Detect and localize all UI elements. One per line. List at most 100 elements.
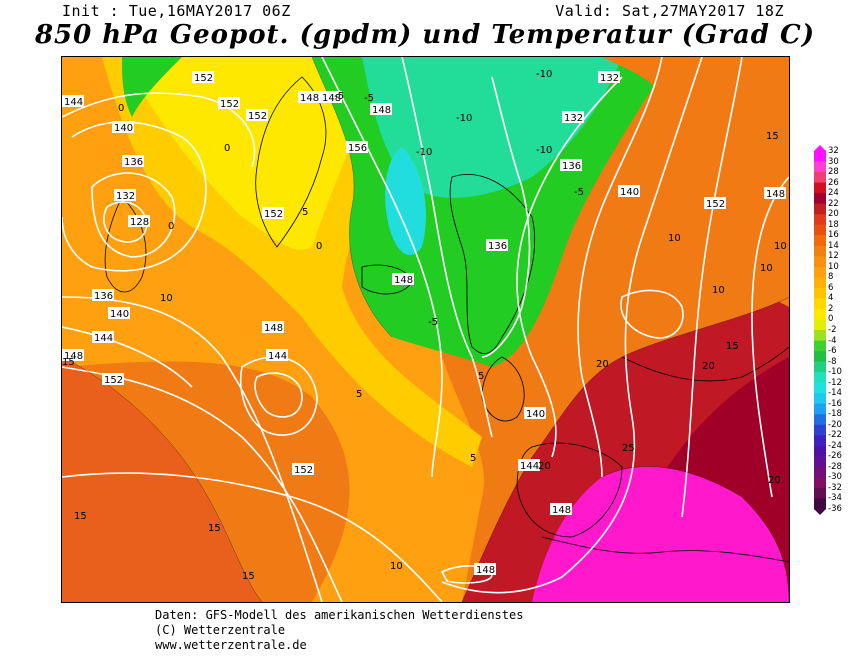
temp-label: -10 (416, 147, 432, 158)
temp-label: -5 (334, 91, 344, 102)
field-cyan (385, 147, 426, 256)
scale-tick-label: -22 (828, 430, 842, 441)
geopot-label: 152 (194, 73, 213, 84)
temp-label: 15 (74, 511, 87, 522)
scale-swatch (814, 319, 826, 331)
scale-bottom-arrow (814, 509, 826, 515)
valid-time: Valid: Sat,27MAY2017 18Z (555, 2, 784, 20)
geopot-label: 148 (552, 505, 571, 516)
scale-tick-label: 2 (828, 303, 834, 314)
temp-label: 25 (622, 443, 635, 454)
scale-swatch (814, 487, 826, 499)
temp-label: 5 (470, 453, 476, 464)
scale-swatch (814, 498, 826, 510)
field-cyan-green (362, 57, 622, 198)
geopot-label: 148 (264, 323, 283, 334)
temp-label: 0 (168, 221, 174, 232)
field-yellow (122, 57, 392, 250)
temp-label: 20 (596, 359, 609, 370)
temp-label: 5 (356, 389, 362, 400)
map-canvas: 152 148 152 152 148 156 152 144 140 136 … (62, 57, 789, 602)
scale-tick-label: 0 (828, 314, 834, 325)
scale-swatch (814, 414, 826, 426)
geopot-label: 136 (124, 157, 143, 168)
temp-label: -5 (574, 187, 584, 198)
scale-swatch (814, 424, 826, 436)
weather-map: 152 148 152 152 148 156 152 144 140 136 … (61, 56, 790, 603)
scale-tick-label: -12 (828, 377, 842, 388)
scale-swatch (814, 403, 826, 415)
scale-tick-label: -18 (828, 409, 842, 420)
geopot-label: 136 (562, 161, 581, 172)
scale-swatch (814, 382, 826, 394)
scale-swatch (814, 161, 826, 173)
scale-top-arrow (814, 145, 826, 151)
scale-tick-label: 28 (828, 167, 839, 178)
color-scale-bar (814, 145, 826, 515)
geopot-label: 152 (220, 99, 239, 110)
field-orange-east (482, 57, 789, 307)
britain-outline (481, 356, 525, 422)
scale-tick-label: -8 (828, 356, 837, 367)
geopot-label: 140 (620, 187, 639, 198)
scale-tick-label: 22 (828, 198, 839, 209)
temp-label: -10 (456, 113, 472, 124)
website-link[interactable]: www.wetterzentrale.de (155, 638, 307, 652)
temp-label: 10 (774, 241, 787, 252)
scale-tick-label: -20 (828, 419, 842, 430)
geopot-label: 140 (114, 123, 133, 134)
geopot-label: 132 (600, 73, 619, 84)
scale-tick-label: 6 (828, 282, 834, 293)
scale-swatch (814, 456, 826, 468)
scale-tick-label: -16 (828, 398, 842, 409)
temp-label: 20 (538, 461, 551, 472)
iberia-outline (516, 442, 623, 538)
scale-tick-label: 26 (828, 177, 839, 188)
temp-label: -10 (536, 69, 552, 80)
geopot-label: 152 (104, 375, 123, 386)
temp-label: 10 (712, 285, 725, 296)
geopot-label: 152 (248, 111, 267, 122)
scale-tick-label: -32 (828, 482, 842, 493)
scale-tick-label: 20 (828, 209, 839, 220)
scale-swatch (814, 256, 826, 268)
field-red-southwest (62, 357, 262, 602)
geopot-label: 148 (766, 189, 785, 200)
temp-label: 10 (760, 263, 773, 274)
scale-tick-label: -26 (828, 451, 842, 462)
temp-label: 10 (160, 293, 173, 304)
north-africa-coast (541, 536, 789, 563)
scale-swatch (814, 466, 826, 478)
scandinavia-outline (449, 174, 536, 354)
scale-tick-label: -24 (828, 440, 842, 451)
temp-label: 0 (224, 143, 230, 154)
scale-tick-label: -28 (828, 461, 842, 472)
scale-swatch (814, 445, 826, 457)
scale-swatch (814, 435, 826, 447)
geopot-label: 152 (264, 209, 283, 220)
temp-label: 5 (478, 371, 484, 382)
geopotential-labels: 152 148 152 152 148 156 152 144 140 136 … (62, 71, 786, 576)
scale-swatch (814, 477, 826, 489)
scale-swatch (814, 224, 826, 236)
scale-swatch (814, 277, 826, 289)
scale-tick-label: 24 (828, 188, 839, 199)
coastlines (104, 76, 789, 563)
scale-swatch (814, 361, 826, 373)
scale-swatch (814, 287, 826, 299)
temp-label: 10 (668, 233, 681, 244)
scale-tick-label: 32 (828, 146, 839, 156)
scale-tick-label: -6 (828, 346, 837, 357)
copyright-text: (C) Wetterzentrale (155, 623, 286, 637)
scale-tick-label: -34 (828, 493, 842, 504)
isotherms (62, 57, 789, 602)
geopot-label: 144 (94, 333, 113, 344)
scale-tick-label: -4 (828, 335, 837, 346)
scale-tick-label: -10 (828, 367, 842, 378)
scale-tick-label: 10 (828, 261, 839, 272)
field-magenta (532, 466, 789, 602)
geopot-label: 148 (394, 275, 413, 286)
temperature-labels: -5 -5 -10 -10 -10 -10 -5 -5 0 0 0 0 5 5 … (62, 69, 787, 582)
geopot-label: 144 (520, 461, 539, 472)
geopot-label: 148 (64, 351, 83, 362)
